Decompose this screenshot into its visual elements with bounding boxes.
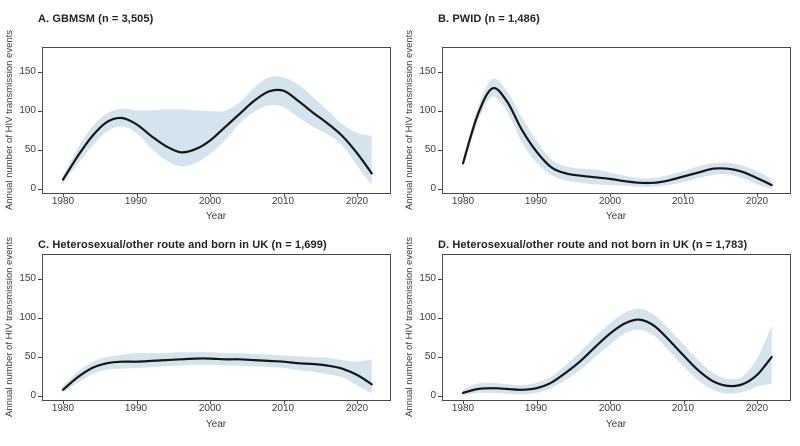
y-tick-label: 150 (419, 273, 436, 284)
x-tick-label: 2000 (198, 196, 222, 207)
x-tick-label: 2010 (671, 196, 695, 207)
x-tick-label: 2010 (271, 196, 295, 207)
y-tick-label: 100 (19, 105, 36, 116)
x-axis-label: Year (605, 419, 627, 430)
chart-canvas-gbmsm (38, 47, 391, 197)
x-tick-label: 1980 (51, 196, 75, 207)
panel-title: B. PWID (n = 1,486) (438, 13, 540, 25)
chart-canvas-het-not-born-uk (438, 254, 791, 404)
x-tick-label: 1990 (524, 196, 548, 207)
y-tick-label: 50 (24, 351, 36, 362)
y-tick-label: 50 (24, 144, 36, 155)
x-tick-label: 2000 (598, 403, 622, 414)
y-tick-label: 100 (419, 312, 436, 323)
panel-title: A. GBMSM (n = 3,505) (38, 13, 154, 25)
y-tick-label: 50 (424, 144, 436, 155)
panel-het-born-uk: C. Heterosexual/other route and born in … (0, 223, 400, 446)
x-tick-label: 1980 (451, 196, 475, 207)
x-axis-label: Year (205, 419, 227, 430)
x-tick-label: 1980 (451, 403, 475, 414)
panel-pwid: B. PWID (n = 1,486) Annual number of HIV… (400, 0, 800, 223)
x-tick-label: 2000 (198, 403, 222, 414)
panel-title: D. Heterosexual/other route and not born… (438, 239, 748, 251)
x-axis-label: Year (605, 211, 627, 222)
y-tick-label: 100 (19, 312, 36, 323)
y-tick-label: 100 (419, 105, 436, 116)
x-tick-label: 1990 (124, 196, 148, 207)
panel-title: C. Heterosexual/other route and born in … (38, 239, 327, 251)
x-tick-label: 2020 (345, 403, 369, 414)
x-tick-label: 1990 (124, 403, 148, 414)
x-tick-label: 2010 (271, 403, 295, 414)
panel-gbmsm: A. GBMSM (n = 3,505) Annual number of HI… (0, 0, 400, 223)
x-tick-label: 1980 (51, 403, 75, 414)
x-tick-label: 2010 (671, 403, 695, 414)
x-axis-label: Year (205, 211, 227, 222)
x-tick-label: 2020 (745, 403, 769, 414)
y-tick-label: 150 (419, 66, 436, 77)
y-tick-label: 0 (30, 390, 36, 401)
x-tick-label: 1990 (524, 403, 548, 414)
y-tick-label: 0 (430, 183, 436, 194)
y-tick-label: 150 (19, 66, 36, 77)
y-tick-label: 0 (30, 183, 36, 194)
x-tick-label: 2000 (598, 196, 622, 207)
y-tick-label: 0 (430, 390, 436, 401)
y-tick-label: 150 (19, 273, 36, 284)
x-tick-label: 2020 (345, 196, 369, 207)
chart-canvas-het-born-uk (38, 254, 391, 404)
y-tick-label: 50 (424, 351, 436, 362)
panel-het-not-born-uk: D. Heterosexual/other route and not born… (400, 223, 800, 446)
chart-canvas-pwid (438, 47, 791, 197)
x-tick-label: 2020 (745, 196, 769, 207)
